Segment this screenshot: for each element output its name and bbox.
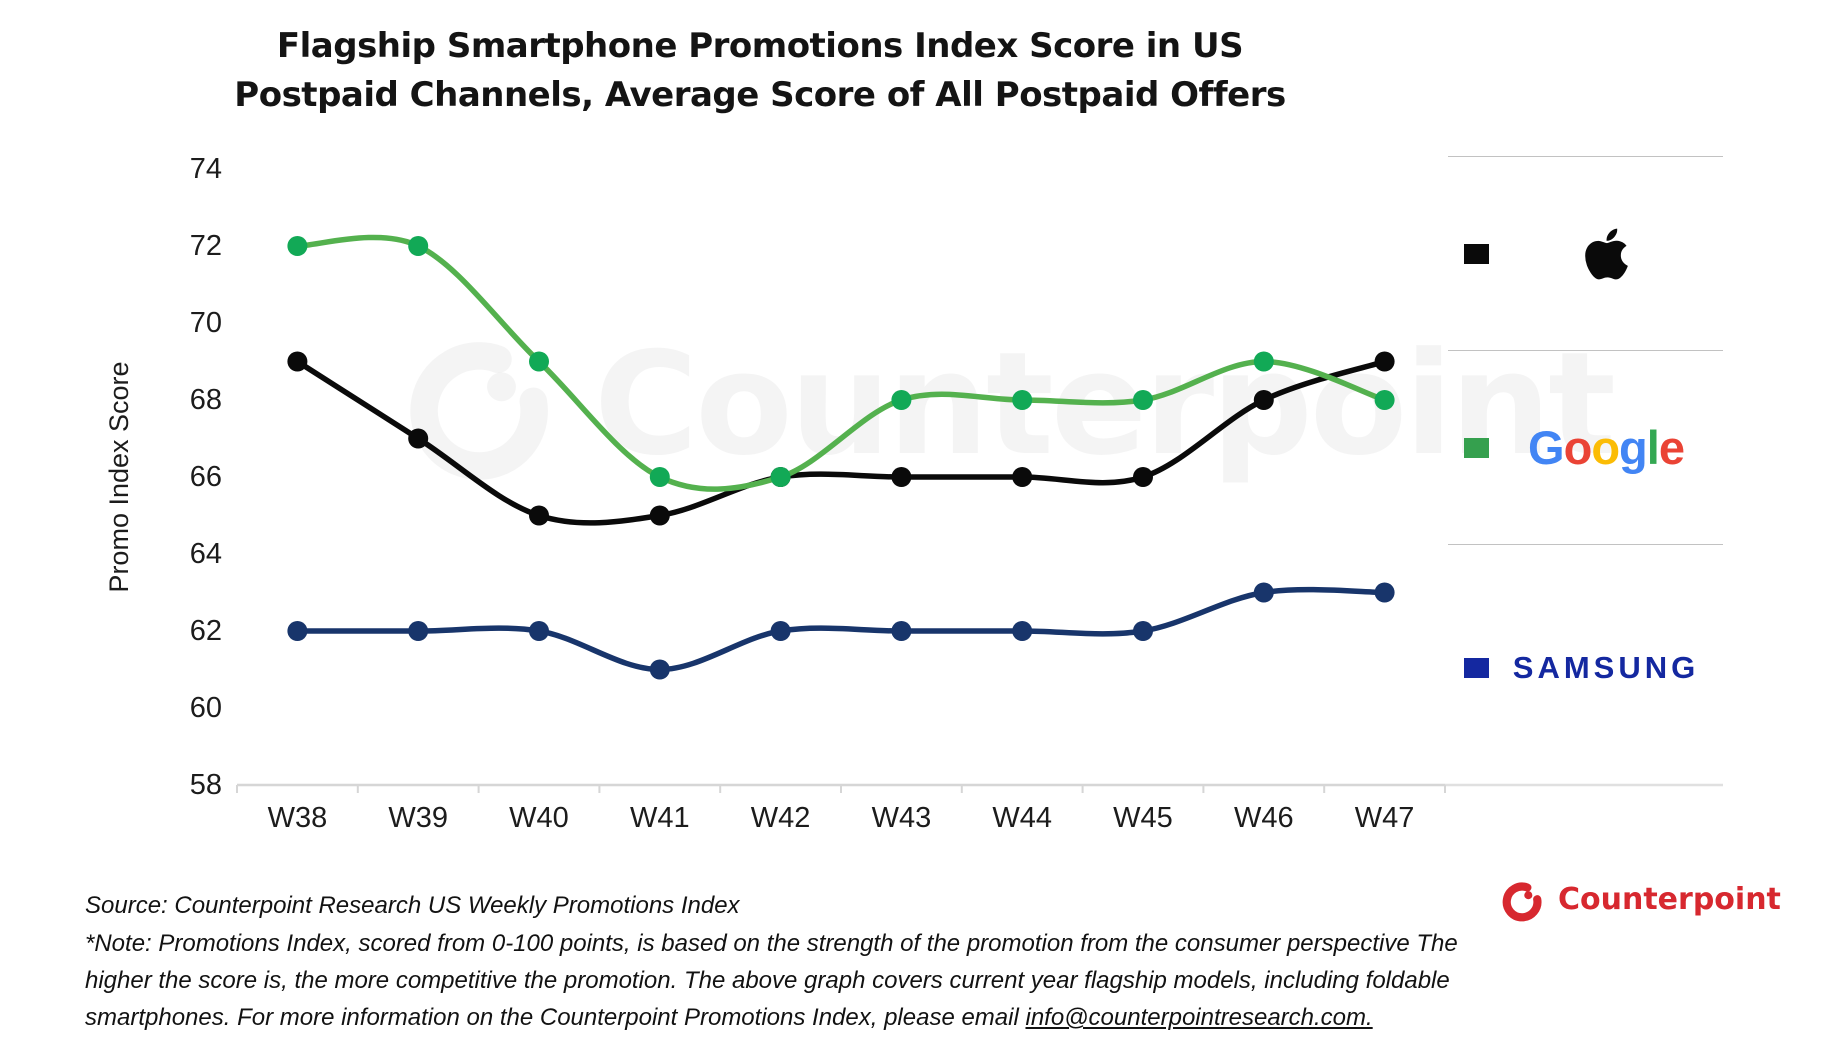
series-google-marker bbox=[1253, 351, 1274, 372]
x-axis-tick-label: W42 bbox=[751, 802, 811, 834]
chart-title-line2: Postpaid Channels, Average Score of All … bbox=[234, 75, 1286, 115]
y-axis-title: Promo Index Score bbox=[104, 361, 134, 592]
x-axis-tick-label: W39 bbox=[388, 802, 448, 834]
y-axis-tick-label: 74 bbox=[190, 153, 222, 185]
series-google-marker bbox=[1012, 390, 1033, 410]
series-apple-marker bbox=[287, 351, 308, 372]
series-apple-marker bbox=[1012, 467, 1033, 487]
y-axis-tick-label: 66 bbox=[190, 461, 222, 493]
x-axis-tick-label: W41 bbox=[630, 802, 690, 834]
series-samsung-marker bbox=[1253, 582, 1274, 603]
x-axis-tick-label: W44 bbox=[992, 802, 1052, 834]
series-apple-marker bbox=[649, 505, 670, 526]
samsung-logo: SAMSUNG bbox=[1512, 650, 1700, 685]
counterpoint-logo-text: Counterpoint bbox=[1558, 882, 1781, 917]
google-logo-letter: o bbox=[1563, 421, 1593, 474]
series-google-marker bbox=[1133, 390, 1153, 410]
legend-item-samsung: SAMSUNG bbox=[1448, 544, 1723, 772]
apple-logo-icon bbox=[1584, 228, 1628, 279]
series-google-marker bbox=[529, 351, 549, 372]
apple-series-swatch bbox=[1464, 243, 1489, 264]
series-apple-line bbox=[294, 358, 1388, 526]
series-samsung-line bbox=[294, 586, 1388, 673]
series-samsung-marker bbox=[891, 621, 912, 641]
samsung-brand: SAMSUNG bbox=[1489, 652, 1723, 683]
note-line-3: smartphones. For more information on the… bbox=[85, 1004, 1373, 1032]
y-axis-tick-label: 58 bbox=[190, 769, 222, 801]
y-axis-tick-label: 60 bbox=[190, 692, 222, 724]
series-apple-marker bbox=[1374, 351, 1395, 372]
series-google-marker bbox=[1374, 390, 1395, 410]
apple-brand bbox=[1489, 225, 1723, 283]
x-axis-tick-label: W47 bbox=[1355, 802, 1415, 834]
counterpoint-logo-icon bbox=[1502, 882, 1542, 922]
series-apple-marker bbox=[1253, 390, 1274, 410]
series-samsung-marker bbox=[529, 621, 549, 641]
series-samsung-marker bbox=[1012, 621, 1033, 641]
legend-item-google: Google bbox=[1448, 350, 1723, 544]
google-logo-letter: o bbox=[1591, 421, 1620, 474]
x-axis-tick-label: W43 bbox=[872, 802, 932, 834]
series-google-line bbox=[294, 234, 1388, 492]
samsung-series-swatch bbox=[1464, 657, 1489, 678]
series-apple-marker bbox=[408, 428, 429, 449]
series-samsung-marker bbox=[1374, 582, 1395, 603]
x-axis-tick-label: W40 bbox=[509, 802, 569, 834]
series-samsung-marker bbox=[770, 621, 791, 641]
series-samsung-marker bbox=[649, 659, 670, 680]
series-apple-marker bbox=[891, 467, 912, 487]
google-logo: Google bbox=[1528, 421, 1685, 474]
series-google-marker bbox=[408, 236, 429, 256]
source-text: Source: Counterpoint Research US Weekly … bbox=[85, 892, 740, 919]
google-logo-letter: g bbox=[1619, 421, 1648, 474]
x-axis-tick-label: W46 bbox=[1234, 802, 1294, 834]
google-series-swatch bbox=[1464, 437, 1489, 458]
note-line-1: *Note: Promotions Index, scored from 0-1… bbox=[85, 930, 1458, 957]
series-google-marker bbox=[891, 390, 912, 410]
legend-item-apple bbox=[1448, 156, 1723, 350]
google-logo-letter: e bbox=[1658, 421, 1685, 474]
chart-legend: Google SAMSUNG bbox=[1448, 156, 1723, 772]
series-google-marker bbox=[770, 467, 791, 487]
series-samsung-marker bbox=[1133, 621, 1153, 641]
note-line-3-text: smartphones. For more information on the… bbox=[85, 1004, 1026, 1031]
y-axis-tick-label: 70 bbox=[190, 307, 222, 339]
y-axis-tick-label: 62 bbox=[190, 615, 222, 647]
y-axis-tick-label: 68 bbox=[190, 384, 222, 416]
series-google-marker bbox=[287, 236, 308, 256]
series-samsung-marker bbox=[408, 621, 429, 641]
series-apple-marker bbox=[529, 505, 549, 526]
y-axis-tick-label: 72 bbox=[190, 230, 222, 262]
x-axis-tick-label: W38 bbox=[268, 802, 328, 834]
google-logo-letter: l bbox=[1646, 421, 1660, 474]
series-google-marker bbox=[649, 467, 670, 487]
y-axis-tick-label: 64 bbox=[190, 538, 222, 570]
chart-title-line1: Flagship Smartphone Promotions Index Sco… bbox=[276, 26, 1244, 66]
google-logo-letter: G bbox=[1528, 421, 1565, 474]
email-link[interactable]: info@counterpointresearch.com. bbox=[1025, 1004, 1373, 1031]
counterpoint-logo: Counterpoint bbox=[1500, 876, 1781, 924]
series-samsung-marker bbox=[287, 621, 308, 641]
counterpoint-watermark-icon bbox=[410, 342, 548, 480]
chart-title: Flagship Smartphone Promotions Index Sco… bbox=[60, 22, 1460, 120]
x-axis-tick-label: W45 bbox=[1113, 802, 1173, 834]
series-apple-marker bbox=[1133, 467, 1153, 487]
note-line-2: higher the score is, the more competitiv… bbox=[85, 967, 1450, 994]
google-brand: Google bbox=[1489, 424, 1723, 471]
